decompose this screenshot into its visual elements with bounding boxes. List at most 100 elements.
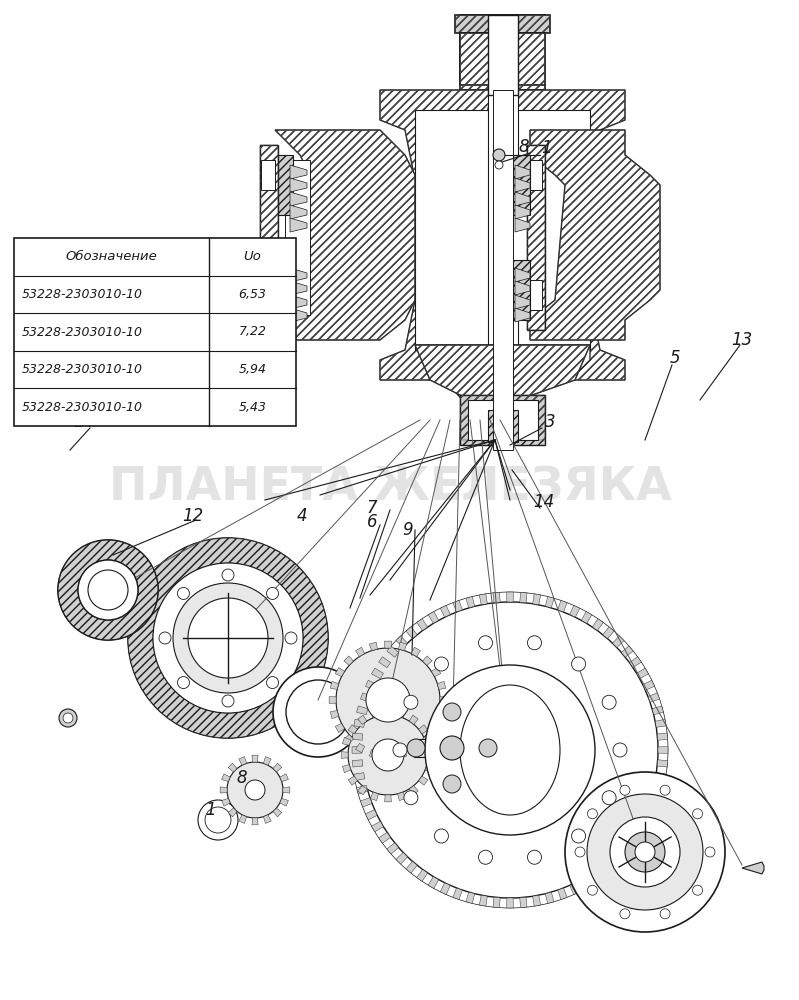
Polygon shape xyxy=(613,852,624,864)
Polygon shape xyxy=(440,605,451,617)
Text: 53228-2303010-10: 53228-2303010-10 xyxy=(22,363,143,376)
Circle shape xyxy=(403,695,418,709)
Polygon shape xyxy=(453,600,463,612)
Polygon shape xyxy=(387,646,399,657)
Circle shape xyxy=(620,785,630,795)
Bar xyxy=(488,15,518,95)
Polygon shape xyxy=(379,832,391,843)
Polygon shape xyxy=(415,345,590,430)
Bar xyxy=(260,145,278,330)
Circle shape xyxy=(245,780,265,800)
Circle shape xyxy=(173,583,283,693)
Polygon shape xyxy=(558,888,567,900)
Polygon shape xyxy=(507,898,513,908)
Polygon shape xyxy=(630,657,642,668)
Polygon shape xyxy=(290,178,307,192)
Polygon shape xyxy=(515,165,530,179)
Polygon shape xyxy=(417,619,427,631)
Polygon shape xyxy=(343,765,351,773)
Polygon shape xyxy=(352,760,363,767)
Polygon shape xyxy=(425,765,434,773)
Text: 7: 7 xyxy=(367,499,377,517)
Wedge shape xyxy=(128,538,328,738)
Polygon shape xyxy=(239,815,247,823)
Circle shape xyxy=(348,715,428,795)
Polygon shape xyxy=(479,895,487,906)
Polygon shape xyxy=(356,785,368,794)
Polygon shape xyxy=(264,815,271,823)
Circle shape xyxy=(177,677,189,689)
Polygon shape xyxy=(380,90,490,380)
Polygon shape xyxy=(515,268,530,282)
Polygon shape xyxy=(423,656,432,665)
Text: 14: 14 xyxy=(534,493,555,511)
Polygon shape xyxy=(622,843,633,854)
Bar xyxy=(261,280,275,310)
Polygon shape xyxy=(493,592,500,603)
Polygon shape xyxy=(372,668,384,679)
Circle shape xyxy=(479,850,492,864)
Polygon shape xyxy=(336,668,344,677)
Polygon shape xyxy=(652,785,663,794)
Bar xyxy=(455,15,550,33)
Bar xyxy=(260,145,278,330)
Text: 12: 12 xyxy=(182,507,204,525)
Polygon shape xyxy=(507,592,513,602)
Polygon shape xyxy=(515,205,530,219)
Bar xyxy=(527,145,545,330)
Polygon shape xyxy=(354,773,365,781)
Circle shape xyxy=(227,762,283,818)
Polygon shape xyxy=(384,752,392,759)
Text: 8: 8 xyxy=(237,769,248,787)
Polygon shape xyxy=(341,752,348,758)
Polygon shape xyxy=(558,600,567,612)
Text: 1: 1 xyxy=(205,801,215,819)
Polygon shape xyxy=(264,757,271,765)
Text: 3: 3 xyxy=(545,413,555,431)
Circle shape xyxy=(177,587,189,599)
Text: Обозначение: Обозначение xyxy=(66,250,157,263)
Polygon shape xyxy=(329,697,336,703)
Circle shape xyxy=(273,667,363,757)
Polygon shape xyxy=(229,808,237,817)
Text: 53228-2303010-10: 53228-2303010-10 xyxy=(22,326,143,338)
Text: 53228-2303010-10: 53228-2303010-10 xyxy=(22,401,143,414)
Circle shape xyxy=(571,829,586,843)
Circle shape xyxy=(705,847,715,857)
Polygon shape xyxy=(443,710,461,786)
Polygon shape xyxy=(221,798,230,806)
Circle shape xyxy=(267,587,279,599)
Polygon shape xyxy=(648,693,659,702)
Circle shape xyxy=(128,538,328,738)
Polygon shape xyxy=(479,594,487,605)
Circle shape xyxy=(159,632,171,644)
Polygon shape xyxy=(290,192,307,206)
Circle shape xyxy=(153,563,303,713)
Polygon shape xyxy=(409,786,418,795)
Polygon shape xyxy=(414,739,490,757)
Polygon shape xyxy=(365,810,377,820)
Polygon shape xyxy=(372,821,384,832)
Circle shape xyxy=(571,657,586,671)
Polygon shape xyxy=(423,735,432,744)
Text: 14: 14 xyxy=(74,413,94,431)
Bar xyxy=(275,155,293,215)
Polygon shape xyxy=(419,725,428,734)
Polygon shape xyxy=(330,681,339,690)
Circle shape xyxy=(372,739,404,771)
Bar xyxy=(460,33,545,85)
Bar xyxy=(488,410,518,442)
Polygon shape xyxy=(466,597,475,608)
Polygon shape xyxy=(460,15,545,20)
Polygon shape xyxy=(358,715,367,724)
Polygon shape xyxy=(360,693,372,702)
Polygon shape xyxy=(409,715,418,724)
Bar xyxy=(493,90,513,450)
Circle shape xyxy=(660,785,670,795)
Polygon shape xyxy=(437,681,446,690)
Polygon shape xyxy=(290,218,307,232)
Polygon shape xyxy=(358,786,367,795)
Polygon shape xyxy=(425,737,434,745)
Circle shape xyxy=(602,695,616,709)
Polygon shape xyxy=(515,295,530,309)
